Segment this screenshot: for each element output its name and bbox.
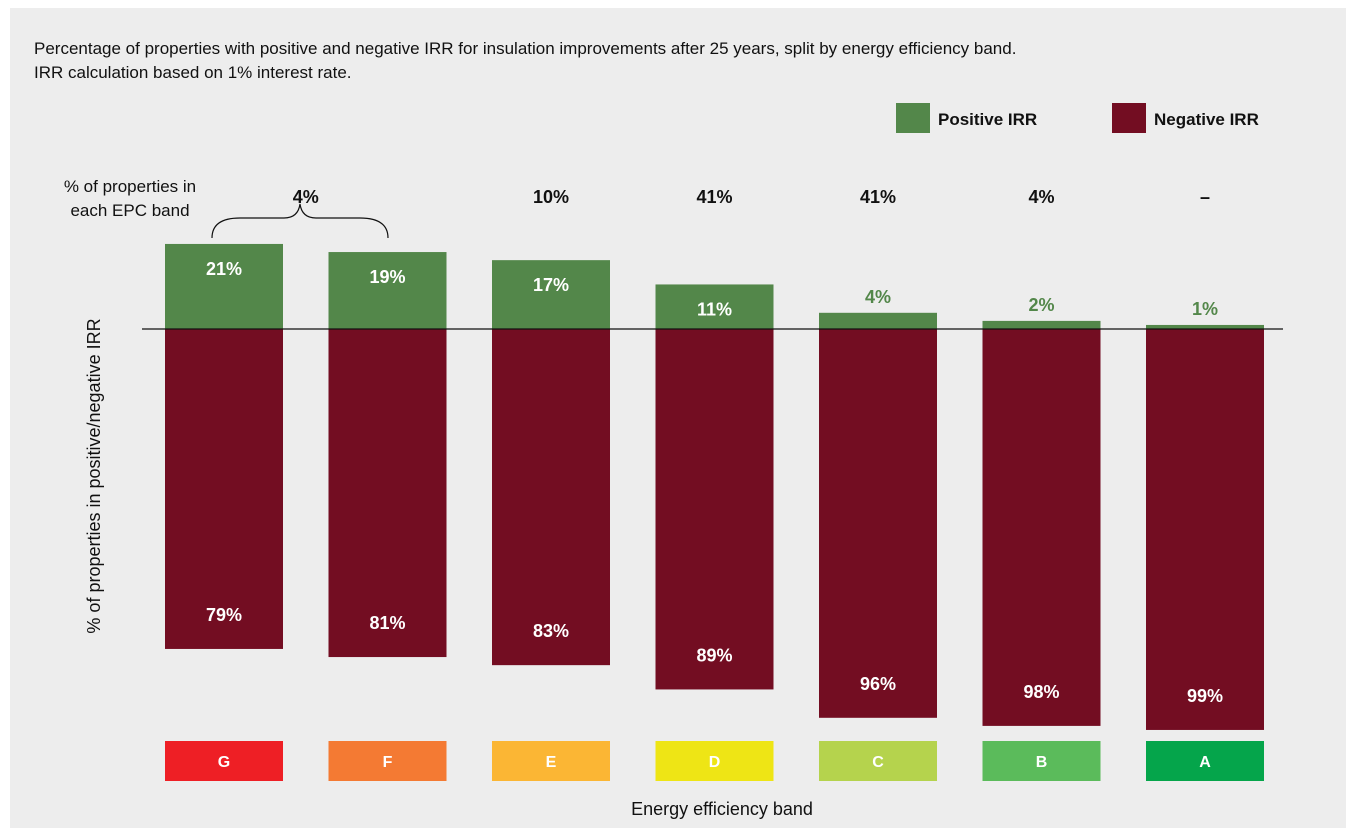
label-negative-F: 81% (369, 613, 405, 633)
epc-share-label: – (1200, 187, 1210, 207)
bar-negative-B (982, 329, 1101, 726)
legend: Positive IRR Negative IRR (896, 103, 1259, 133)
bars (165, 243, 1264, 730)
label-positive-G: 21% (206, 259, 242, 279)
value-labels: 21% 79% 19% 81% 17% 83% 11% 89% 4% 96% 2% 98% 1% 99% (206, 259, 1223, 706)
bar-negative-E (492, 329, 610, 666)
epc-share-label: 4% (293, 187, 319, 207)
legend-swatch-negative (1112, 103, 1146, 133)
chart-title-line-2: IRR calculation based on 1% interest rat… (34, 63, 352, 82)
x-axis-label: Energy efficiency band (631, 799, 813, 819)
band-label-B: B (1036, 754, 1048, 771)
label-positive-B: 2% (1028, 295, 1054, 315)
epc-share-label: 10% (533, 187, 569, 207)
y-axis-label: % of properties in positive/negative IRR (84, 318, 104, 633)
band-label-E: E (546, 754, 557, 771)
band-label-C: C (872, 754, 884, 771)
bar-negative-A (1146, 329, 1264, 730)
epc-share-note-line-1: % of properties in (64, 177, 196, 196)
label-negative-E: 83% (533, 621, 569, 641)
label-positive-A: 1% (1192, 299, 1218, 319)
epc-share-label: 4% (1028, 187, 1054, 207)
chart-title-line-1: Percentage of properties with positive a… (34, 39, 1016, 58)
band-label-F: F (383, 754, 393, 771)
band-label-A: A (1199, 754, 1211, 771)
epc-share-labels: 4% 10% 41% 41% 4% – (293, 187, 1210, 207)
label-positive-D: 11% (697, 299, 732, 319)
bar-positive-A (1146, 324, 1264, 329)
epc-share-label: 41% (696, 187, 732, 207)
bar-positive-D (655, 284, 774, 329)
bar-negative-G (165, 329, 283, 649)
band-chip-A (1146, 741, 1264, 781)
legend-swatch-positive (896, 103, 930, 133)
label-positive-C: 4% (865, 287, 891, 307)
epc-share-note-line-2: each EPC band (70, 201, 189, 220)
bar-negative-C (819, 329, 937, 718)
bar-positive-G (165, 243, 283, 329)
label-positive-F: 19% (369, 267, 405, 287)
label-negative-A: 99% (1187, 686, 1223, 706)
band-chip-B (982, 741, 1101, 781)
bar-negative-F (328, 329, 447, 658)
label-negative-B: 98% (1023, 682, 1059, 702)
bar-positive-F (328, 252, 447, 329)
bar-positive-E (492, 260, 610, 329)
label-negative-D: 89% (696, 645, 732, 665)
label-positive-E: 17% (533, 275, 569, 295)
epc-share-label: 41% (860, 187, 896, 207)
epc-share-brace (211, 203, 389, 239)
band-chip-C (819, 741, 937, 781)
band-chip-F (328, 741, 447, 781)
bar-positive-B (982, 320, 1101, 329)
label-negative-C: 96% (860, 674, 896, 694)
band-label-G: G (218, 754, 230, 771)
legend-label-positive: Positive IRR (938, 110, 1037, 129)
band-chip-G (165, 741, 283, 781)
band-chip-D (655, 741, 774, 781)
bar-negative-D (655, 329, 774, 690)
legend-label-negative: Negative IRR (1154, 110, 1259, 129)
band-chip-E (492, 741, 610, 781)
band-label-D: D (709, 754, 721, 771)
bar-positive-C (819, 312, 937, 329)
label-negative-G: 79% (206, 605, 242, 625)
